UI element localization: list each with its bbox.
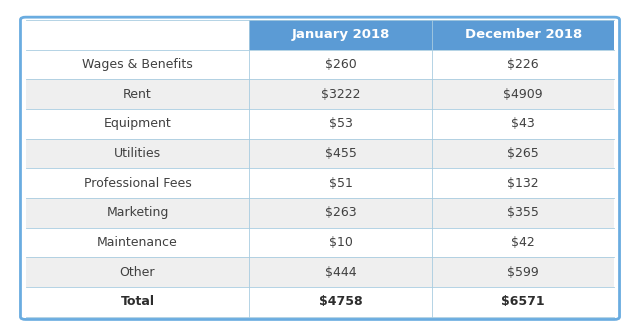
Text: $53: $53	[329, 117, 353, 130]
Text: December 2018: December 2018	[465, 28, 582, 41]
Text: $51: $51	[329, 177, 353, 190]
Bar	[26, 257, 250, 287]
Text: $6571: $6571	[501, 295, 545, 309]
Bar	[432, 287, 614, 317]
Text: Rent: Rent	[123, 87, 152, 101]
Text: Total: Total	[120, 295, 154, 309]
Text: $3222: $3222	[321, 87, 360, 101]
Text: Utilities: Utilities	[114, 147, 161, 160]
Bar	[250, 168, 432, 198]
Text: $43: $43	[511, 117, 535, 130]
Bar	[26, 139, 250, 168]
Bar	[432, 50, 614, 79]
Text: Equipment: Equipment	[104, 117, 172, 130]
Bar	[250, 139, 432, 168]
Text: $265: $265	[508, 147, 539, 160]
Bar	[26, 198, 250, 228]
Text: $132: $132	[508, 177, 539, 190]
Bar	[432, 198, 614, 228]
Bar	[26, 79, 250, 109]
Bar	[432, 168, 614, 198]
Bar	[432, 228, 614, 257]
Text: Maintenance: Maintenance	[97, 236, 178, 249]
Bar	[432, 20, 614, 50]
Text: $455: $455	[324, 147, 356, 160]
Text: $444: $444	[324, 266, 356, 279]
Bar	[26, 168, 250, 198]
Text: $4909: $4909	[503, 87, 543, 101]
Text: $4758: $4758	[319, 295, 362, 309]
Bar	[250, 228, 432, 257]
Text: $260: $260	[324, 58, 356, 71]
Bar	[26, 287, 250, 317]
Text: Wages & Benefits: Wages & Benefits	[82, 58, 193, 71]
Bar	[250, 79, 432, 109]
Bar	[250, 50, 432, 79]
Text: $10: $10	[329, 236, 353, 249]
Bar	[250, 109, 432, 139]
Bar	[250, 287, 432, 317]
Bar	[26, 228, 250, 257]
Bar	[250, 20, 432, 50]
Bar	[250, 257, 432, 287]
Bar	[432, 109, 614, 139]
Text: $599: $599	[508, 266, 539, 279]
Text: $42: $42	[511, 236, 535, 249]
Bar	[432, 257, 614, 287]
Text: $355: $355	[507, 206, 539, 219]
Text: $263: $263	[324, 206, 356, 219]
Bar	[26, 50, 250, 79]
Text: Other: Other	[120, 266, 156, 279]
Bar	[250, 198, 432, 228]
Text: $226: $226	[508, 58, 539, 71]
Text: Professional Fees: Professional Fees	[84, 177, 191, 190]
Bar	[26, 109, 250, 139]
Bar	[26, 20, 250, 50]
Text: January 2018: January 2018	[291, 28, 390, 41]
Text: Marketing: Marketing	[106, 206, 169, 219]
Bar	[432, 79, 614, 109]
Bar	[432, 139, 614, 168]
